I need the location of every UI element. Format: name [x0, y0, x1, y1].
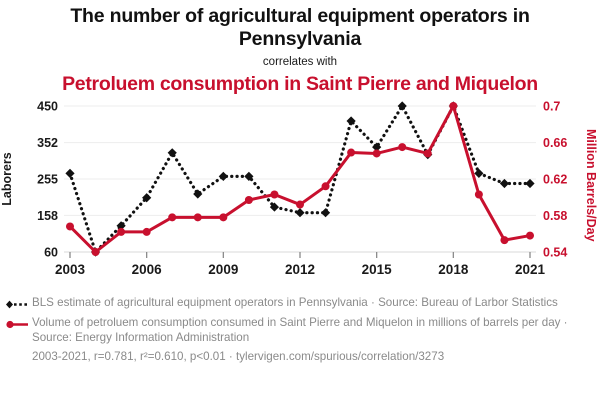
data-point-marker: [269, 202, 280, 212]
data-point-marker: [398, 143, 407, 152]
data-point-marker: [499, 178, 510, 189]
y-axis-right-tick-label: 0.62: [543, 173, 567, 187]
data-point-marker: [193, 189, 203, 199]
data-point-marker: [423, 149, 432, 158]
data-point-marker: [526, 231, 534, 240]
solid-circle-marker-icon: [6, 320, 28, 329]
data-point-marker: [66, 222, 74, 231]
data-point-marker: [500, 236, 509, 245]
data-point-marker: [117, 227, 126, 236]
x-axis-tick-label: 2018: [438, 262, 469, 277]
dotted-diamond-marker-icon: [6, 300, 28, 309]
page-subtitle: Petroluem consumption in Saint Pierre an…: [62, 73, 538, 95]
chart-area: Laborers Million Barrels/Day 60 158 255 352…: [0, 100, 600, 290]
title-block: The number of agricultural equipment ope…: [0, 0, 600, 96]
data-point-marker: [219, 213, 228, 222]
data-point-marker: [65, 168, 75, 178]
y-axis-left-tick-label: 158: [37, 209, 58, 223]
data-point-marker: [167, 148, 177, 158]
data-point-marker: [244, 195, 253, 204]
title-connector: correlates with: [262, 56, 338, 68]
data-point-marker: [168, 213, 177, 222]
legend-label-series2: Volume of petroluem consumption consumed…: [32, 316, 568, 344]
data-point-marker: [91, 248, 100, 256]
page-title: The number of agricultural equipment ope…: [70, 5, 530, 50]
y-axis-left-tick-label: 352: [37, 136, 58, 150]
data-point-marker: [142, 193, 152, 203]
y-axis-right-tick-label: 0.66: [543, 136, 567, 150]
data-point-marker: [270, 190, 279, 199]
y-axis-right-tick-label: 0.7: [543, 100, 560, 114]
y-axis-right-tick-label: 0.54: [543, 246, 567, 260]
data-point-marker: [346, 116, 356, 126]
data-point-marker: [244, 171, 254, 181]
data-point-marker: [321, 182, 330, 191]
y-axis-left-tick-label: 450: [37, 100, 58, 114]
correlation-line-chart: 60 158 255 352 450 0.54 0.58 0.62 0.66 0.7 2003 200…: [37, 100, 567, 277]
data-point-marker: [449, 102, 458, 110]
y-axis-left-tick-label: 255: [37, 173, 58, 187]
x-axis-tick-label: 2006: [132, 262, 163, 277]
chart-legend: BLS estimate of agricultural equipment o…: [0, 296, 600, 365]
data-point-marker: [193, 213, 202, 222]
legend-item-series1: BLS estimate of agricultural equipment o…: [4, 296, 600, 311]
legend-footer-stats: 2003-2021, r=0.781, r²=0.610, p<0.01 · t…: [32, 350, 445, 363]
y-axis-left-tick-label: 60: [44, 246, 58, 260]
y-axis-right-tick-label: 0.58: [543, 209, 567, 223]
data-point-marker: [372, 149, 381, 158]
x-axis-tick-label: 2012: [285, 262, 315, 277]
data-point-marker: [525, 178, 535, 189]
legend-label-series1: BLS estimate of agricultural equipment o…: [32, 296, 558, 309]
data-point-marker: [296, 200, 304, 209]
data-point-marker: [397, 101, 407, 111]
legend-item-series2: Volume of petroluem consumption consumed…: [4, 316, 600, 345]
x-axis-tick-label: 2021: [515, 262, 546, 277]
x-axis-tick-label: 2009: [208, 262, 238, 277]
data-point-marker: [218, 171, 228, 181]
data-point-marker: [320, 208, 331, 218]
data-point-marker: [474, 190, 483, 199]
x-axis-tick-label: 2003: [55, 262, 86, 277]
data-point-marker: [295, 208, 305, 218]
x-axis-tick-label: 2015: [362, 262, 393, 277]
data-point-marker: [142, 227, 151, 236]
data-point-marker: [116, 221, 126, 231]
data-point-marker: [474, 168, 484, 178]
data-point-marker: [372, 142, 382, 152]
data-point-marker: [347, 148, 356, 157]
